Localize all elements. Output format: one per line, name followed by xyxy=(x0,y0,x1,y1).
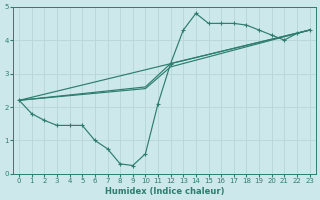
X-axis label: Humidex (Indice chaleur): Humidex (Indice chaleur) xyxy=(105,187,224,196)
